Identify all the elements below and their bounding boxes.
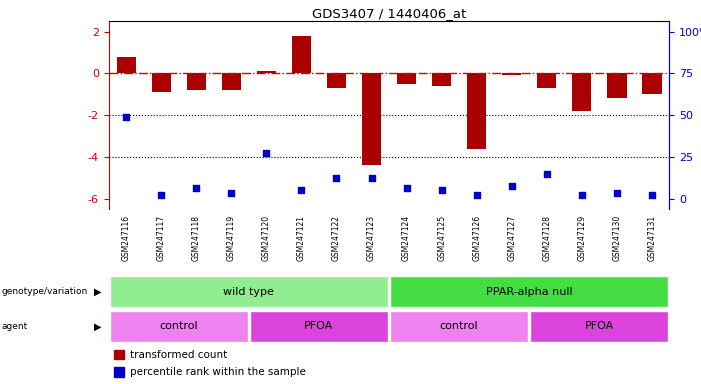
Text: control: control xyxy=(440,321,479,331)
Bar xyxy=(257,71,276,73)
Point xyxy=(226,189,237,195)
Point xyxy=(261,150,272,156)
Text: transformed count: transformed count xyxy=(130,349,227,359)
Bar xyxy=(390,276,668,307)
Text: GSM247123: GSM247123 xyxy=(367,215,376,261)
Bar xyxy=(530,311,668,342)
Point xyxy=(366,175,377,181)
Bar xyxy=(109,311,248,342)
Point xyxy=(401,185,412,192)
Text: PPAR-alpha null: PPAR-alpha null xyxy=(486,287,573,297)
Text: GSM247119: GSM247119 xyxy=(227,215,236,261)
Text: agent: agent xyxy=(1,322,27,331)
Text: GSM247118: GSM247118 xyxy=(192,215,200,260)
Point xyxy=(121,114,132,120)
Point xyxy=(296,187,307,194)
Point xyxy=(156,192,167,198)
Text: GSM247117: GSM247117 xyxy=(157,215,165,261)
Text: PFOA: PFOA xyxy=(304,321,334,331)
Bar xyxy=(607,73,627,98)
Text: GSM247120: GSM247120 xyxy=(262,215,271,261)
Text: percentile rank within the sample: percentile rank within the sample xyxy=(130,367,306,377)
Text: genotype/variation: genotype/variation xyxy=(1,287,88,296)
Text: GSM247124: GSM247124 xyxy=(402,215,411,261)
Point xyxy=(646,192,658,198)
Bar xyxy=(642,73,662,94)
Text: wild type: wild type xyxy=(224,287,274,297)
Point xyxy=(471,192,482,198)
Text: ▶: ▶ xyxy=(95,287,102,297)
Text: GSM247125: GSM247125 xyxy=(437,215,446,261)
Text: GSM247122: GSM247122 xyxy=(332,215,341,260)
Text: control: control xyxy=(159,321,198,331)
Bar xyxy=(362,73,381,166)
Bar xyxy=(467,73,486,149)
Point xyxy=(611,189,622,195)
Bar xyxy=(109,276,388,307)
Bar xyxy=(114,350,124,359)
Point xyxy=(576,192,587,198)
Bar xyxy=(390,311,529,342)
Text: GSM247116: GSM247116 xyxy=(122,215,130,261)
Bar xyxy=(250,311,388,342)
Text: ▶: ▶ xyxy=(95,321,102,331)
Bar xyxy=(397,73,416,84)
Bar xyxy=(222,73,241,90)
Text: GSM247130: GSM247130 xyxy=(613,215,621,261)
Text: GSM247126: GSM247126 xyxy=(472,215,481,261)
Title: GDS3407 / 1440406_at: GDS3407 / 1440406_at xyxy=(312,7,466,20)
Point xyxy=(541,170,552,177)
Bar xyxy=(537,73,557,88)
Text: GSM247131: GSM247131 xyxy=(648,215,656,261)
Text: GSM247128: GSM247128 xyxy=(543,215,551,260)
Point xyxy=(331,175,342,181)
Point xyxy=(191,185,202,192)
Bar xyxy=(114,367,124,377)
Bar xyxy=(186,73,206,90)
Bar xyxy=(432,73,451,86)
Bar xyxy=(327,73,346,88)
Text: GSM247127: GSM247127 xyxy=(508,215,516,261)
Point xyxy=(506,183,517,189)
Bar xyxy=(502,73,522,76)
Bar xyxy=(572,73,592,111)
Point xyxy=(436,187,447,194)
Text: GSM247129: GSM247129 xyxy=(578,215,586,261)
Bar xyxy=(116,57,136,73)
Text: PFOA: PFOA xyxy=(585,321,614,331)
Text: GSM247121: GSM247121 xyxy=(297,215,306,260)
Bar xyxy=(151,73,171,92)
Bar xyxy=(292,36,311,73)
